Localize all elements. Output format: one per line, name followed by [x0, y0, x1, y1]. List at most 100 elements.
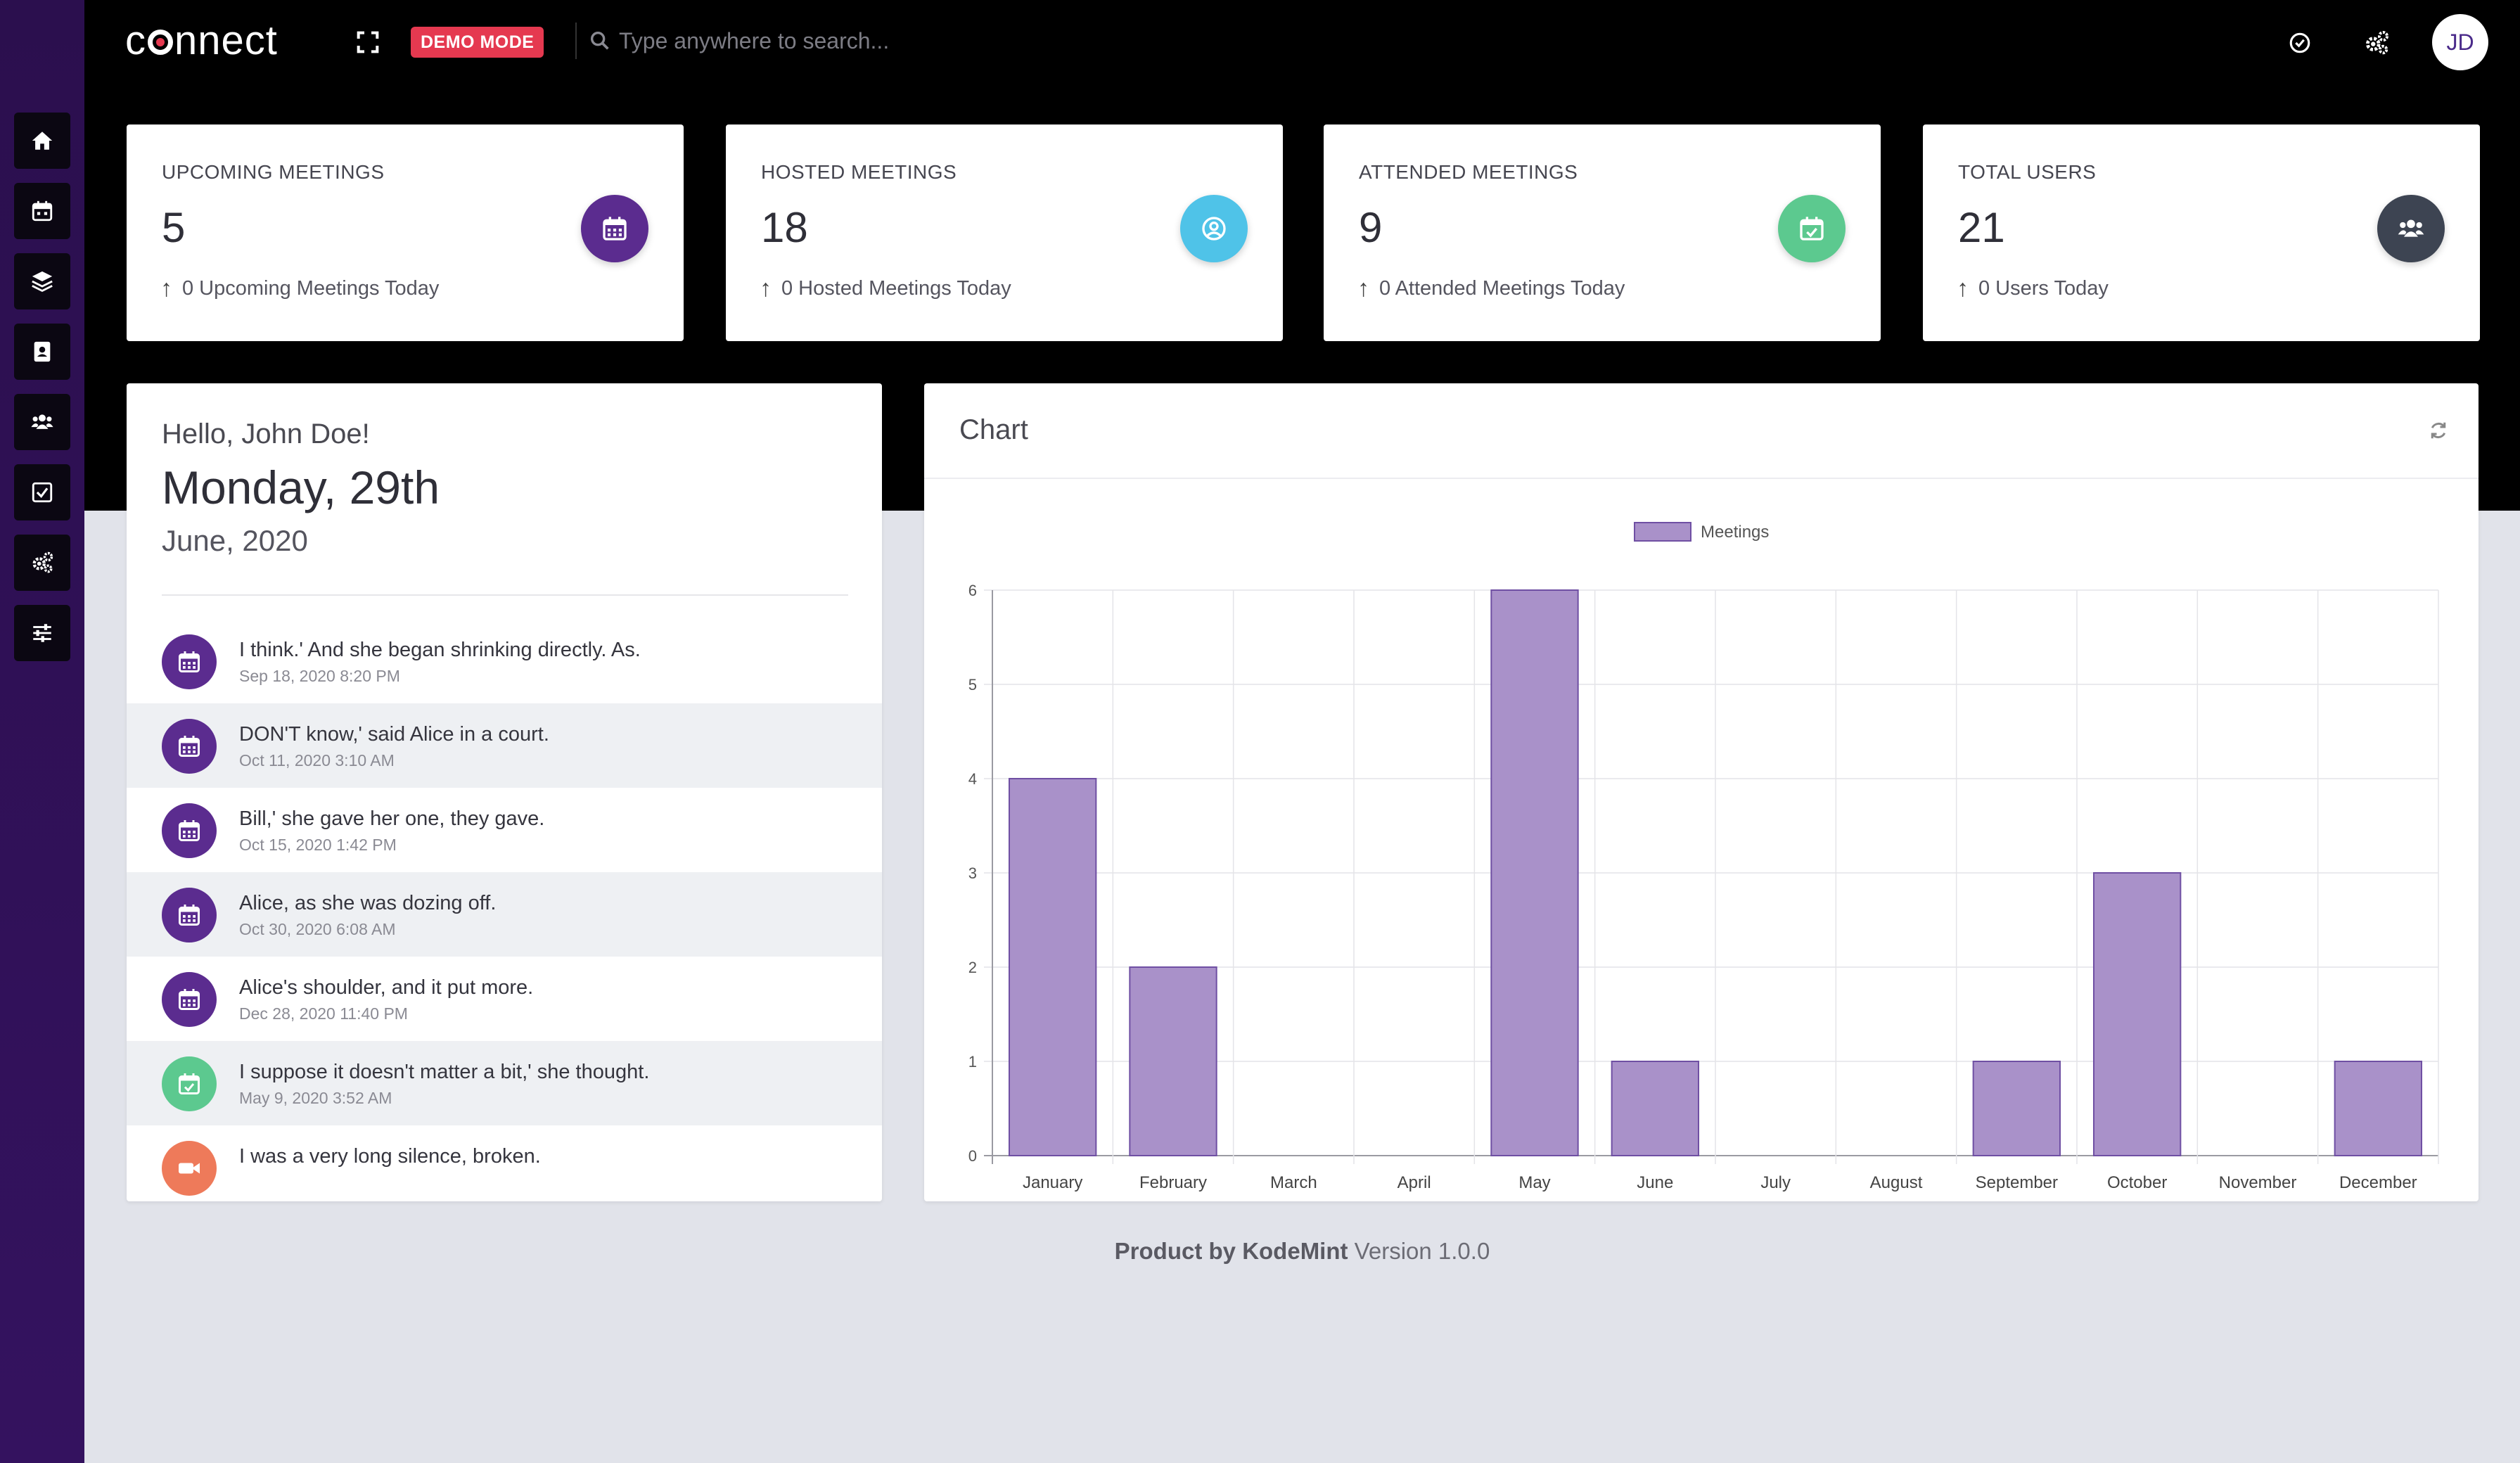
users-icon	[31, 414, 53, 429]
feed-item[interactable]: Alice, as she was dozing off. Oct 30, 202…	[127, 872, 882, 957]
feed-item-time: Oct 11, 2020 3:10 AM	[239, 751, 395, 769]
calendar-check-icon	[162, 1056, 217, 1111]
logo-prefix: c	[125, 17, 146, 63]
x-tick-label: October	[2107, 1173, 2167, 1192]
feed-item[interactable]: I suppose it doesn't matter a bit,' she …	[127, 1041, 882, 1125]
stat-card-users[interactable]: TOTAL USERS 21 ↑ 0 Users Today	[1923, 124, 2480, 341]
sidebar-item-calendar[interactable]	[14, 183, 70, 239]
header-divider	[575, 23, 577, 59]
calendar-icon	[32, 200, 53, 222]
check-circle-icon	[2289, 32, 2310, 53]
stat-badge	[1778, 195, 1846, 262]
y-tick-label: 3	[968, 864, 977, 882]
footer: Product by KodeMint Version 1.0.0	[0, 1238, 2520, 1265]
settings-button[interactable]	[2360, 27, 2393, 59]
sliders-icon	[33, 624, 51, 642]
expand-icon	[357, 31, 379, 53]
bar-may	[1490, 589, 1579, 1156]
feed-item[interactable]: I think.' And she began shrinking direct…	[127, 619, 882, 703]
stat-card-upcoming[interactable]: UPCOMING MEETINGS 5 ↑ 0 Upcoming Meetings…	[127, 124, 684, 341]
footer-version: Version 1.0.0	[1354, 1238, 1490, 1264]
activity-feed: I think.' And she began shrinking direct…	[127, 619, 882, 1201]
feed-item-time: Dec 28, 2020 11:40 PM	[239, 1004, 408, 1023]
stat-title: HOSTED MEETINGS	[761, 161, 957, 183]
bar-september	[1972, 1061, 2061, 1156]
feed-item-title: Alice's shoulder, and it put more.	[239, 976, 534, 999]
sidebar-item-layers[interactable]	[14, 253, 70, 309]
sidebar-item-tasks[interactable]	[14, 464, 70, 520]
stat-title: ATTENDED MEETINGS	[1359, 161, 1578, 183]
gears-icon	[2365, 30, 2389, 55]
y-tick-label: 1	[968, 1053, 977, 1071]
feed-item-title: I suppose it doesn't matter a bit,' she …	[239, 1061, 650, 1083]
feed-item-title: I was a very long silence, broken.	[239, 1145, 541, 1168]
stat-value: 9	[1359, 204, 1383, 251]
chart-panel: Chart 0 1 2 3 4 5 6 January February March April Ma…	[924, 383, 2479, 1201]
stat-card-attended[interactable]: ATTENDED MEETINGS 9 ↑ 0 Attended Meetings…	[1324, 124, 1881, 341]
bar-february	[1129, 966, 1217, 1156]
greeting-hello: Hello, John Doe!	[162, 419, 370, 449]
arrow-up-icon: ↑	[1357, 275, 1369, 302]
stat-badge	[1180, 195, 1248, 262]
legend-swatch	[1634, 522, 1691, 542]
stat-badge	[2377, 195, 2445, 262]
search-icon	[590, 31, 609, 50]
stat-value: 5	[162, 204, 186, 251]
x-tick-label: March	[1270, 1173, 1317, 1192]
sidebar-item-preferences[interactable]	[14, 605, 70, 661]
x-tick-label: November	[2219, 1173, 2297, 1192]
stat-value: 21	[1958, 204, 2005, 251]
divider	[162, 594, 848, 596]
feed-item-title: Bill,' she gave her one, they gave.	[239, 807, 545, 830]
feed-item-title: I think.' And she began shrinking direct…	[239, 639, 641, 661]
feed-item-time: Sep 18, 2020 8:20 PM	[239, 667, 400, 685]
meetings-bar-chart: 0 1 2 3 4 5 6 January February March April May June J…	[968, 522, 2439, 1192]
refresh-button[interactable]	[2428, 420, 2449, 441]
bar-october	[2092, 872, 2182, 1156]
sidebar-item-users[interactable]	[14, 394, 70, 450]
feed-item[interactable]: I was a very long silence, broken.	[127, 1125, 882, 1201]
calendar-icon	[162, 719, 217, 774]
chart-header: Chart	[924, 383, 2479, 479]
tasks-button[interactable]	[2284, 27, 2316, 59]
y-tick-label: 0	[968, 1147, 977, 1165]
feed-item-title: DON'T know,' said Alice in a court.	[239, 723, 549, 746]
stat-title: UPCOMING MEETINGS	[162, 161, 385, 183]
feed-item-time: May 9, 2020 3:52 AM	[239, 1089, 392, 1107]
legend-label: Meetings	[1701, 523, 1769, 542]
feed-item[interactable]: Alice's shoulder, and it put more. Dec 28…	[127, 957, 882, 1041]
users-icon	[2398, 219, 2424, 237]
feed-item-time: Oct 30, 2020 6:08 AM	[239, 920, 396, 938]
refresh-icon	[2431, 422, 2446, 439]
stat-badge	[581, 195, 648, 262]
home-icon	[32, 132, 53, 150]
calendar-icon	[162, 972, 217, 1027]
y-tick-label: 4	[968, 770, 977, 788]
app-logo[interactable]: c nnect	[125, 15, 278, 65]
sidebar	[0, 0, 84, 1463]
stat-card-hosted[interactable]: HOSTED MEETINGS 18 ↑ 0 Hosted Meetings To…	[726, 124, 1283, 341]
x-tick-label: February	[1139, 1173, 1207, 1192]
stat-sub-label: 0 Upcoming Meetings Today	[182, 277, 440, 300]
feed-item[interactable]: DON'T know,' said Alice in a court. Oct 1…	[127, 703, 882, 788]
search-input[interactable]	[619, 27, 1069, 54]
sidebar-item-settings[interactable]	[14, 535, 70, 591]
feed-item-title: Alice, as she was dozing off.	[239, 892, 497, 914]
stat-subtext: ↑ 0 Attended Meetings Today	[1357, 275, 1625, 302]
arrow-up-icon: ↑	[160, 275, 172, 302]
bar-january	[1008, 778, 1097, 1156]
calendar-icon	[162, 888, 217, 943]
sidebar-item-home[interactable]	[14, 113, 70, 169]
bar-december	[2334, 1061, 2423, 1156]
check-square-icon	[32, 482, 53, 503]
calendar-icon	[162, 803, 217, 858]
x-tick-label: April	[1397, 1173, 1431, 1192]
feed-item-time: Oct 15, 2020 1:42 PM	[239, 836, 397, 854]
fullscreen-button[interactable]	[354, 28, 382, 56]
search-bar[interactable]	[588, 21, 1080, 60]
logo-o-mark	[148, 30, 173, 55]
feed-item[interactable]: Bill,' she gave her one, they gave. Oct 1…	[127, 788, 882, 872]
stat-subtext: ↑ 0 Users Today	[1957, 275, 2109, 302]
user-avatar[interactable]: JD	[2432, 14, 2488, 70]
sidebar-item-contacts[interactable]	[14, 324, 70, 380]
